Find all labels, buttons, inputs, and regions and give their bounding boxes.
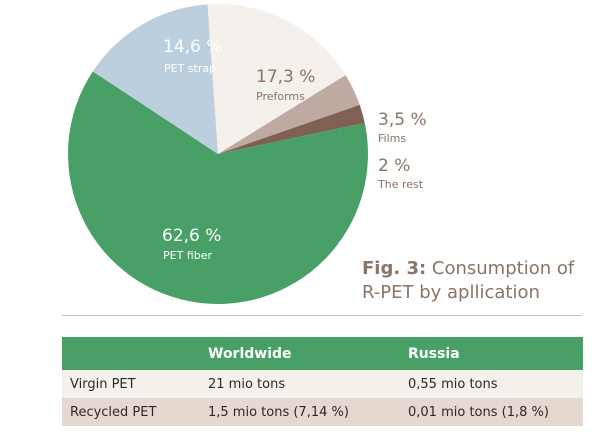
pie-slice-the-rest <box>218 104 365 154</box>
divider-line <box>62 315 582 316</box>
slice-pct-preforms: 17,3 % <box>256 67 315 87</box>
consumption-table: Worldwide Russia Virgin PET 21 mio tons … <box>62 337 583 426</box>
table-cell: 0,01 mio tons (1,8 %) <box>400 398 583 426</box>
slice-label-films: Films <box>378 132 406 145</box>
table-header-cell <box>62 337 200 370</box>
table-row: Virgin PET 21 mio tons 0,55 mio tons <box>62 370 583 398</box>
table-cell: 21 mio tons <box>200 370 400 398</box>
figure-number: Fig. 3: <box>362 258 427 279</box>
figure-caption: Fig. 3: Consumption of R-PET by apllicat… <box>362 257 592 305</box>
slice-pct-pet-fiber: 62,6 % <box>162 226 221 246</box>
pie-slice-pet-fiber <box>68 71 369 304</box>
slice-label-pet-strap: PET strap <box>164 62 216 75</box>
table-cell: 1,5 mio tons (7,14 %) <box>200 398 400 426</box>
slice-label-the-rest: The rest <box>377 178 424 191</box>
table-cell: 0,55 mio tons <box>400 370 583 398</box>
caption-line-2: R-PET by apllication <box>362 282 540 303</box>
caption-line-1: Consumption of <box>426 258 575 279</box>
table-header-row: Worldwide Russia <box>62 337 583 370</box>
slice-label-pet-fiber: PET fiber <box>163 249 212 262</box>
table-header-cell: Russia <box>400 337 583 370</box>
table-cell: Recycled PET <box>62 398 200 426</box>
slice-pct-pet-strap: 14,6 % <box>163 37 222 57</box>
pie-slice-preforms <box>207 4 346 155</box>
pie-slice-pet-strap <box>92 4 218 155</box>
pie-slice-films <box>218 75 360 154</box>
pie-chart: 14,6 % PET strap 17,3 % Preforms 3,5 % F… <box>68 4 427 304</box>
table-cell: Virgin PET <box>62 370 200 398</box>
table-header-cell: Worldwide <box>200 337 400 370</box>
slice-label-preforms: Preforms <box>256 90 305 103</box>
table-row: Recycled PET 1,5 mio tons (7,14 %) 0,01 … <box>62 398 583 426</box>
slice-pct-films: 3,5 % <box>378 110 427 130</box>
slice-pct-the-rest: 2 % <box>378 156 410 176</box>
